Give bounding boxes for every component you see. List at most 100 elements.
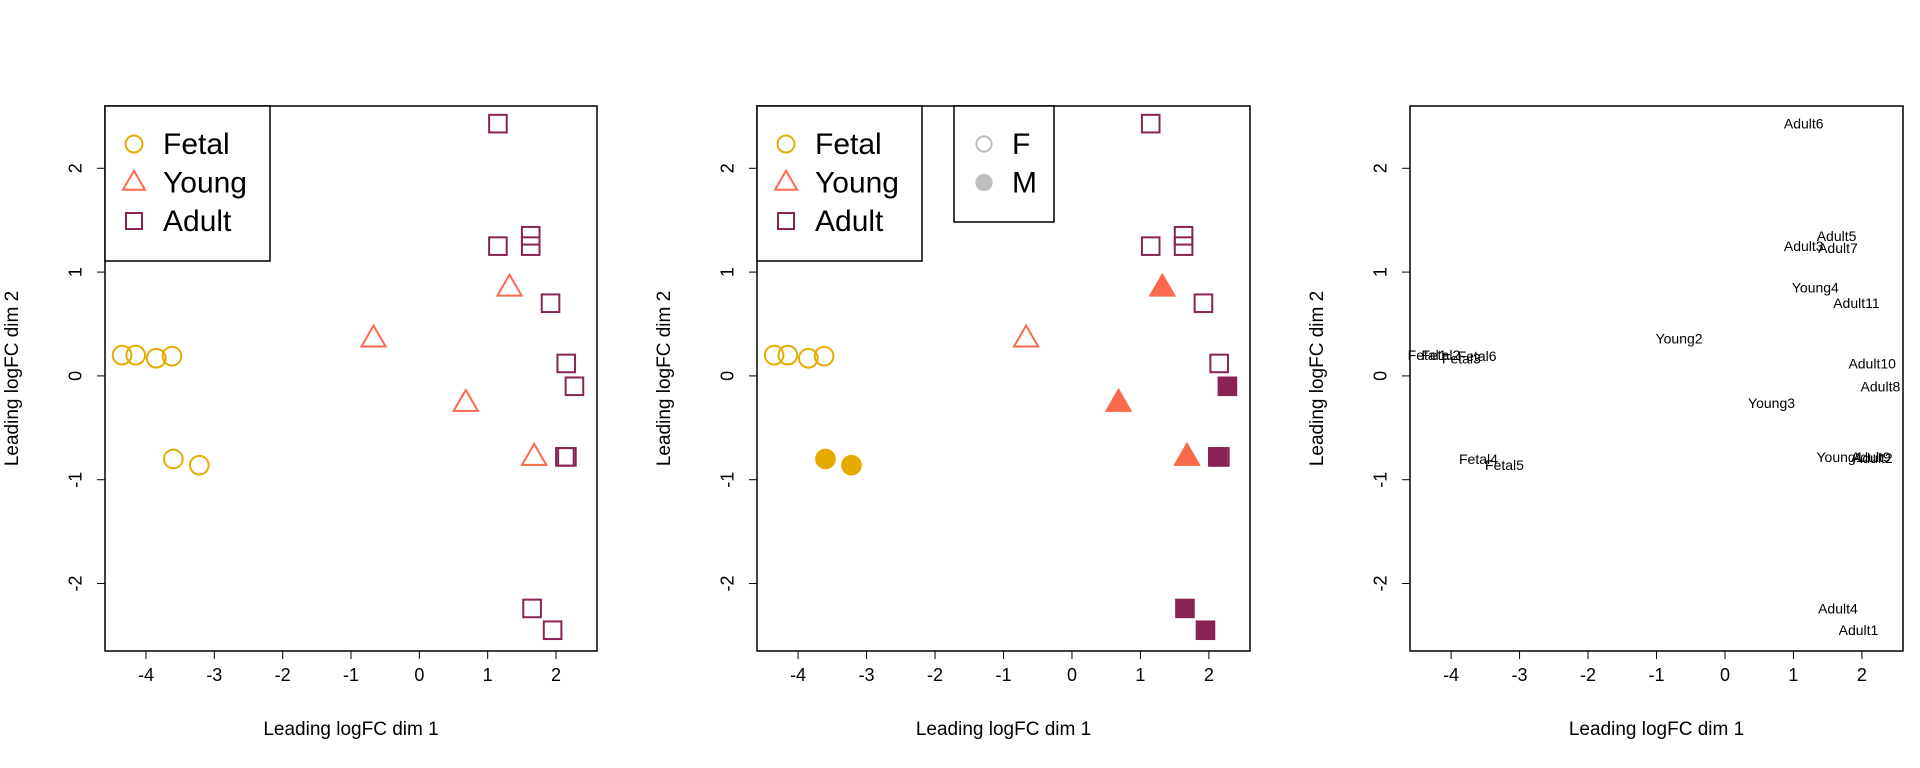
y-tick-label: -2 [718,576,738,592]
point-fetal-f [777,344,799,366]
sample-label: Fetal3 [1442,350,1481,366]
point-adult-f [1173,236,1194,256]
y-tick-label: 2 [1371,163,1391,173]
y-tick-label: -2 [66,576,86,592]
x-tick-label: -3 [859,665,875,685]
x-tick-label: -1 [995,665,1011,685]
sample-label: Young1 [1817,449,1864,465]
legend-group: Fetal Young Adult [104,105,271,262]
x-tick-label: -1 [343,665,359,685]
x-axis: -4 -3 -2 -1 0 1 2 Leading logFC dim 1 [790,650,1214,740]
point-adult [540,293,561,314]
sample-label: Fetal2 [1421,347,1460,363]
point-fetal [125,344,147,366]
sample-label: Adult7 [1818,240,1858,256]
y-tick-label: 2 [718,163,738,173]
y-tick-label: -1 [718,472,738,488]
panel-1: -4 -3 -2 -1 0 1 2 Leading logFC dim 1 -2 -1 0 1 2 Lea… [2,105,598,740]
point-adult [522,598,542,619]
x-axis-label: Leading logFC dim 1 [916,719,1091,740]
point-fetal-f [798,347,819,369]
sample-label: Fetal5 [1485,457,1524,473]
x-tick-label: 0 [1720,665,1730,685]
point-adult-f [1209,353,1229,374]
point-adult [564,376,585,397]
point-young [359,323,388,348]
point-fetal [111,344,133,366]
sex-legend-box [953,105,1055,223]
point-young [520,441,548,466]
y-axis: -2 -1 0 1 2 Leading logFC dim 2 [2,163,106,592]
x-tick-label: 1 [1788,665,1798,685]
x-tick-label: -2 [927,665,943,685]
x-tick-label: 0 [1067,665,1077,685]
sample-label: Adult11 [1833,295,1880,311]
legend-label-fetal: Fetal [815,128,882,161]
point-adult-m [1175,598,1195,619]
x-tick-label: -4 [790,665,806,685]
point-fetal [188,454,210,476]
legend-label-adult: Adult [815,205,884,238]
panel-3: -4 -3 -2 -1 0 1 2 Leading logFC dim 1 -2 -1 0 1 2 Lea… [1307,105,1904,740]
point-adult-f [1140,113,1161,134]
y-tick-label: 1 [66,267,86,277]
y-axis-label: Leading logFC dim 2 [2,291,23,466]
sex-legend-marker-f [975,135,993,153]
sample-label: Adult8 [1861,378,1901,394]
legend-box [104,105,271,262]
legend-marker-young [121,168,147,191]
point-adult [520,236,541,256]
legend-marker-fetal [124,134,144,154]
point-adult-f [1210,447,1230,467]
y-tick-label: 1 [718,267,738,277]
x-tick-label: 2 [1857,665,1867,685]
y-tick-label: 2 [66,163,86,173]
sample-label: Adult4 [1818,600,1858,616]
sample-label: Adult3 [1784,238,1824,254]
y-tick-label: -1 [66,472,86,488]
y-tick-label: 0 [1371,371,1391,381]
legend-label-fetal: Fetal [163,128,230,161]
legend-marker-fetal [776,134,796,154]
x-axis: -4 -3 -2 -1 0 1 2 Leading logFC dim 1 [1443,650,1867,740]
sample-label: Young4 [1792,280,1839,296]
sample-label: Adult10 [1848,355,1896,371]
y-axis: -2 -1 0 1 2 Leading logFC dim 2 [1307,163,1411,592]
x-tick-label: 2 [1204,665,1214,685]
point-young-m [1148,272,1177,297]
legend-label-adult: Adult [163,205,232,238]
sample-label: Adult6 [1784,116,1824,132]
x-tick-label: 0 [414,665,424,685]
x-tick-label: -3 [206,665,222,685]
point-fetal-m [815,448,836,470]
sample-label: Fetal1 [1408,347,1447,363]
plot-frame [1409,105,1904,652]
legend-label-young: Young [815,167,899,200]
y-tick-label: 1 [1371,267,1391,277]
x-axis-label: Leading logFC dim 1 [263,719,438,740]
sex-legend-label-m: M [1012,167,1037,200]
point-adult-f [1173,225,1194,246]
point-adult [488,113,508,134]
point-adult-m [1195,620,1216,641]
point-fetal [162,448,184,470]
point-fetal-f [813,345,835,367]
point-young [451,387,480,412]
data-points [111,113,585,641]
x-tick-label: 2 [551,665,561,685]
x-tick-label: -2 [1580,665,1596,685]
x-tick-label: -4 [1443,665,1459,685]
legend-group: Fetal Young Adult [756,105,923,262]
point-fetal [161,345,183,367]
x-tick-label: -4 [138,665,154,685]
data-points [763,113,1238,641]
legend-marker-young [773,168,799,191]
y-axis-label: Leading logFC dim 2 [1307,291,1328,466]
y-tick-label: 0 [718,371,738,381]
point-adult-f [1140,236,1161,256]
point-adult-m [1217,376,1238,397]
sample-label: Fetal4 [1459,451,1498,467]
legend-label-young: Young [163,167,247,200]
point-adult [556,353,577,374]
